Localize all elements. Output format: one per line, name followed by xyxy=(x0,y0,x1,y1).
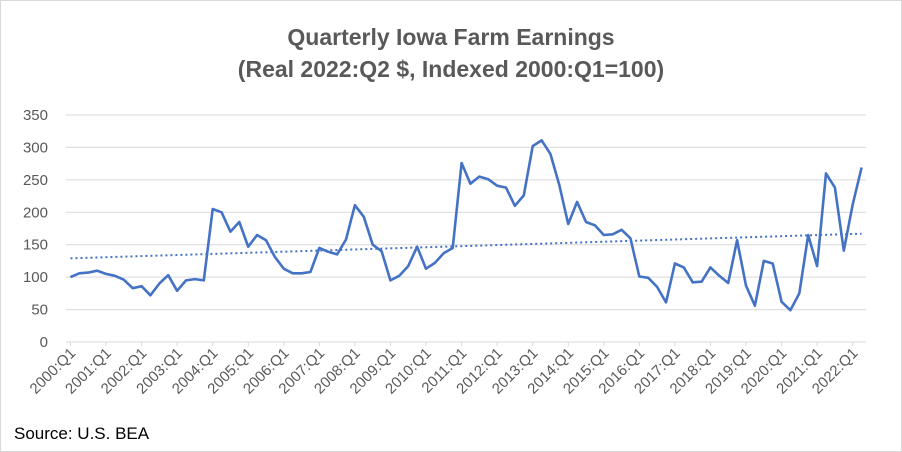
trendline-path xyxy=(70,232,862,260)
y-tick-label: 250 xyxy=(23,172,48,189)
trendline xyxy=(70,232,862,260)
y-tick-label: 200 xyxy=(23,204,48,221)
y-tick-label: 100 xyxy=(23,269,48,286)
source-note: Source: U.S. BEA xyxy=(14,424,150,443)
series-lines xyxy=(69,139,863,312)
y-tick-label: 350 xyxy=(23,107,48,124)
chart-subtitle: (Real 2022:Q2 $, Indexed 2000:Q1=100) xyxy=(237,56,665,82)
x-axis: 2000:Q12001:Q12002:Q12003:Q12004:Q12005:… xyxy=(27,342,861,398)
y-tick-label: 50 xyxy=(31,302,48,319)
y-axis: 0 50 100 150 200 250 300 350 xyxy=(23,107,48,351)
gridlines xyxy=(66,114,866,343)
y-tick-label: 0 xyxy=(40,334,48,351)
chart-title: Quarterly Iowa Farm Earnings xyxy=(287,24,615,50)
y-tick-label: 300 xyxy=(23,139,48,156)
series-line xyxy=(69,139,863,312)
y-tick-label: 150 xyxy=(23,237,48,254)
